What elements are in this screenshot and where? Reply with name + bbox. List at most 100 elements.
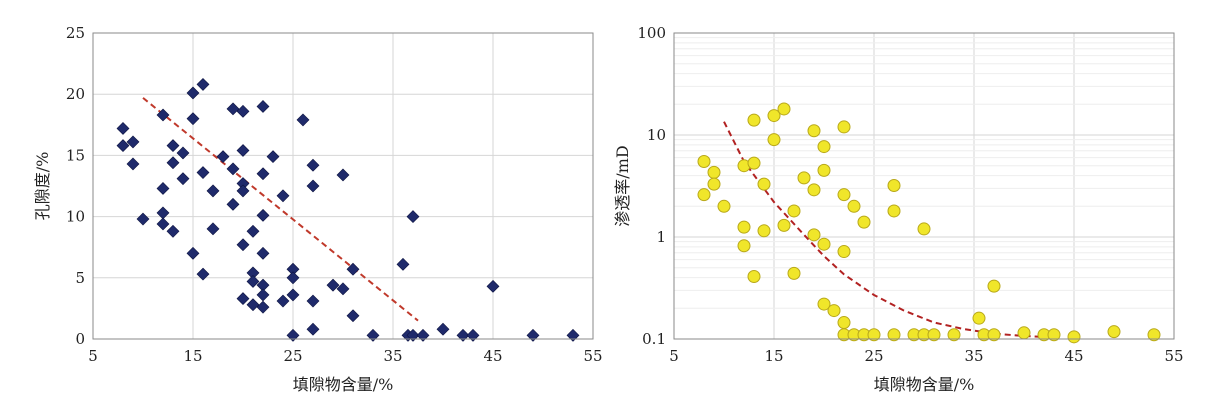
permeability-x-tick-label: 5 bbox=[669, 347, 679, 365]
porosity-data-point bbox=[256, 167, 270, 181]
permeability-data-point bbox=[1067, 330, 1081, 344]
porosity-data-point bbox=[186, 246, 200, 260]
permeability-x-tick-label: 15 bbox=[764, 347, 783, 365]
porosity-x-tick-label: 55 bbox=[583, 347, 602, 365]
permeability-data-point bbox=[757, 177, 771, 191]
porosity-data-point bbox=[286, 328, 300, 342]
porosity-data-point bbox=[466, 328, 480, 342]
porosity-data-point bbox=[306, 179, 320, 193]
permeability-data-point bbox=[697, 154, 711, 168]
permeability-data-point bbox=[707, 165, 721, 179]
permeability-x-tick-label: 45 bbox=[1064, 347, 1083, 365]
permeability-data-point bbox=[1147, 328, 1161, 342]
permeability-data-point bbox=[737, 220, 751, 234]
porosity-data-point bbox=[256, 246, 270, 260]
porosity-data-point bbox=[246, 275, 260, 288]
permeability-data-point bbox=[1107, 325, 1121, 339]
porosity-data-point bbox=[156, 182, 170, 195]
porosity-data-point bbox=[196, 166, 210, 179]
porosity-x-tick-label: 35 bbox=[383, 347, 402, 365]
permeability-data-point bbox=[987, 328, 1001, 342]
permeability-data-point bbox=[767, 133, 781, 147]
porosity-data-point bbox=[226, 102, 240, 116]
porosity-trend-line bbox=[142, 97, 419, 322]
permeability-data-point bbox=[837, 316, 851, 330]
porosity-data-point bbox=[406, 328, 420, 342]
permeability-data-point bbox=[827, 304, 841, 318]
porosity-data-point bbox=[326, 278, 340, 292]
porosity-x-tick-label: 15 bbox=[183, 347, 202, 365]
porosity-data-point bbox=[566, 328, 580, 342]
porosity-trend-layer bbox=[142, 97, 419, 322]
porosity-x-ticks: 5 15 25 35 45 55 bbox=[88, 347, 602, 365]
porosity-data-point bbox=[196, 77, 210, 91]
porosity-data-point bbox=[306, 294, 320, 308]
porosity-data-point bbox=[236, 292, 250, 306]
porosity-x-tick-label: 45 bbox=[483, 347, 502, 365]
permeability-y-axis-title: 渗透率/mD bbox=[613, 145, 632, 226]
porosity-data-point bbox=[396, 257, 410, 271]
porosity-data-point bbox=[156, 217, 170, 231]
permeability-data-point bbox=[817, 140, 831, 154]
porosity-data-point bbox=[226, 162, 240, 176]
porosity-data-point bbox=[286, 288, 300, 302]
porosity-data-point bbox=[406, 210, 420, 224]
porosity-data-point bbox=[116, 139, 130, 153]
permeability-y-tick-label: 0.1 bbox=[642, 330, 666, 348]
permeability-x-tick-label: 55 bbox=[1164, 347, 1183, 365]
porosity-x-tick-label: 5 bbox=[88, 347, 98, 365]
permeability-x-axis-title: 填隙物含量/% bbox=[874, 375, 975, 394]
porosity-data-point bbox=[186, 112, 200, 126]
porosity-data-point bbox=[246, 298, 260, 312]
porosity-data-point bbox=[366, 328, 380, 342]
porosity-data-point bbox=[246, 224, 260, 238]
permeability-data-point bbox=[707, 177, 721, 191]
porosity-data-point bbox=[136, 212, 150, 226]
porosity-data-point bbox=[206, 184, 220, 198]
porosity-data-point bbox=[236, 104, 250, 118]
porosity-data-point bbox=[236, 144, 250, 157]
permeability-plot-area bbox=[674, 33, 1174, 339]
porosity-data-point bbox=[126, 135, 140, 149]
permeability-data-point bbox=[807, 183, 821, 197]
porosity-y-tick-label: 25 bbox=[66, 24, 85, 42]
permeability-data-point bbox=[917, 222, 931, 236]
permeability-data-point bbox=[817, 163, 831, 177]
porosity-x-axis-title: 填隙物含量/% bbox=[293, 375, 394, 394]
porosity-data-point bbox=[276, 294, 290, 308]
permeability-data-point bbox=[797, 171, 811, 185]
permeability-y-ticks: 0.1 1 10 100 bbox=[637, 24, 666, 348]
porosity-y-axis-title: 孔隙度/% bbox=[33, 152, 52, 221]
porosity-data-point bbox=[186, 86, 200, 100]
porosity-plot-frame bbox=[92, 32, 594, 340]
permeability-data-point bbox=[787, 204, 801, 218]
permeability-data-point bbox=[757, 224, 771, 238]
permeability-chart: 5 15 25 35 45 55 0.1 1 10 100 填隙物含量/% 渗透率/mD bbox=[613, 24, 1184, 394]
porosity-data-point bbox=[116, 122, 130, 135]
permeability-data-point bbox=[847, 199, 861, 213]
permeability-data-point bbox=[947, 328, 961, 342]
permeability-data-point bbox=[807, 228, 821, 242]
porosity-data-point bbox=[226, 197, 240, 211]
porosity-data-point bbox=[416, 328, 430, 342]
porosity-x-tick-label: 25 bbox=[283, 347, 302, 365]
permeability-data-point bbox=[867, 328, 881, 342]
porosity-y-tick-label: 15 bbox=[66, 146, 85, 164]
porosity-data-point bbox=[256, 300, 270, 314]
permeability-data-point bbox=[1047, 328, 1061, 342]
permeability-data-point bbox=[987, 279, 1001, 293]
permeability-data-point bbox=[837, 245, 851, 259]
permeability-data-point bbox=[747, 156, 761, 170]
permeability-plot-frame bbox=[673, 32, 1175, 340]
permeability-data-point bbox=[807, 124, 821, 138]
porosity-y-tick-label: 20 bbox=[66, 85, 85, 103]
permeability-x-tick-label: 25 bbox=[864, 347, 883, 365]
porosity-data-point bbox=[486, 279, 500, 293]
porosity-y-tick-label: 10 bbox=[66, 208, 85, 226]
porosity-data-point bbox=[336, 168, 350, 182]
porosity-points-layer bbox=[116, 77, 580, 342]
permeability-trend-line bbox=[723, 121, 1055, 339]
permeability-x-tick-label: 35 bbox=[964, 347, 983, 365]
porosity-data-point bbox=[256, 208, 270, 222]
permeability-data-point bbox=[767, 109, 781, 123]
